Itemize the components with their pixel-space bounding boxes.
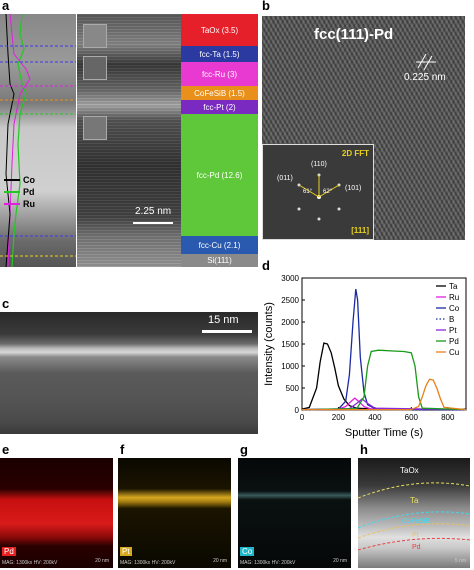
panel-d-letter: d bbox=[262, 258, 270, 273]
panel-f-info: MAG: 1300kx HV: 200kV bbox=[120, 560, 176, 566]
legend-label-b: B bbox=[449, 315, 454, 324]
panel-f-pt-map: Pt MAG: 1300kx HV: 200kV 20 nm bbox=[118, 458, 231, 568]
legend-label-pd: Pd bbox=[449, 337, 459, 346]
panel-g-info: MAG: 1300kx HV: 200kV bbox=[240, 560, 296, 566]
sputter-depth-profile-chart: 0 200 400 600 800 0 500 1000 1500 2000 2500 3000 Spu… bbox=[263, 274, 467, 439]
panel-h-label-cofesib: CoFeSiB bbox=[402, 518, 431, 525]
panel-h-scale: 5 nm bbox=[454, 558, 466, 564]
layer-fcc-pd: fcc-Pd (12.6) bbox=[181, 114, 258, 236]
series-line-co bbox=[301, 288, 467, 411]
fft-spot-011: (011) bbox=[277, 175, 293, 182]
panel-g-co-map: Co MAG: 1300kx HV: 200kV 20 nm bbox=[238, 458, 351, 568]
legend-label-pt: Pt bbox=[449, 326, 457, 335]
panel-c-stem-image: 15 nm bbox=[0, 312, 258, 434]
panel-h-letter: h bbox=[360, 442, 368, 457]
legend-pd: Pd bbox=[4, 186, 35, 198]
panel-e-scale: 20 nm bbox=[95, 558, 109, 564]
series-line-pd bbox=[301, 349, 467, 411]
panel-a-letter: a bbox=[2, 0, 10, 13]
x-axis-label: Sputter Time (s) bbox=[345, 427, 423, 439]
layer-fcc-ru: fcc-Ru (3) bbox=[181, 62, 258, 86]
x-tick-label: 400 bbox=[368, 413, 382, 422]
fft-zone-axis: [111] bbox=[351, 226, 369, 235]
panel-g-scale: 20 nm bbox=[333, 558, 347, 564]
panel-a-layer-column: TaOx (3.5) fcc-Ta (1.5) fcc-Ru (3) CoFeS… bbox=[181, 14, 258, 267]
legend-ru: Ru bbox=[4, 198, 35, 210]
panel-c-scalebar-label: 15 nm bbox=[208, 314, 239, 326]
legend-label-ru: Ru bbox=[449, 293, 459, 302]
panel-f-letter: f bbox=[120, 442, 125, 457]
fft-inset: 2D FFT (110) (011) (101) 61° 62° [111] bbox=[262, 144, 374, 240]
layer-cofesib: CoFeSiB (1.5) bbox=[181, 86, 258, 100]
panel-a-profile-curves bbox=[0, 14, 76, 267]
legend-label-ta: Ta bbox=[449, 282, 458, 291]
layer-fcc-ta: fcc-Ta (1.5) bbox=[181, 46, 258, 62]
layer-fcc-cu: fcc-Cu (2.1) bbox=[181, 236, 258, 254]
panel-a-scalebar bbox=[133, 222, 173, 224]
fft-spot-110: (110) bbox=[311, 161, 327, 168]
y-tick-label: 0 bbox=[295, 406, 300, 415]
y-tick-label: 1000 bbox=[281, 362, 299, 371]
fft-inset-1 bbox=[83, 24, 107, 48]
panel-b-spacing: 0.225 nm bbox=[404, 72, 446, 83]
y-axis-label: Intensity (counts) bbox=[263, 302, 275, 386]
y-tick-label: 500 bbox=[286, 384, 300, 393]
panel-h-haadf-image: TaOx Ta CoFeSiB Pt Pd 5 nm bbox=[358, 458, 470, 568]
panel-h-label-ta: Ta bbox=[410, 496, 419, 505]
fft-inset-3 bbox=[83, 116, 107, 140]
panel-c-letter: c bbox=[2, 296, 10, 311]
x-tick-label: 600 bbox=[405, 413, 419, 422]
panel-a-hrtem-image: 2.25 nm bbox=[77, 14, 181, 267]
y-tick-label: 3000 bbox=[281, 274, 299, 283]
panel-e-letter: e bbox=[2, 442, 10, 457]
fft-spot-101: (101) bbox=[345, 185, 362, 192]
panel-e-element-label: Pd bbox=[2, 547, 16, 556]
fft-angle-2: 62° bbox=[323, 189, 333, 195]
x-tick-label: 0 bbox=[300, 413, 305, 422]
panel-e-pd-map: Pd MAG: 1300kx HV: 200kV 20 nm bbox=[0, 458, 113, 568]
panel-e-info: MAG: 1300kx HV: 200kV bbox=[2, 560, 58, 566]
panel-h-label-taox: TaOx bbox=[400, 466, 419, 475]
panel-h-label-pt: Pt bbox=[412, 532, 419, 539]
y-tick-label: 2500 bbox=[281, 296, 299, 305]
panel-a-legend: Co Pd Ru bbox=[4, 174, 35, 210]
fft-pattern bbox=[297, 173, 341, 221]
fft-title: 2D FFT bbox=[341, 149, 369, 158]
legend-label-cu: Cu bbox=[449, 348, 459, 357]
panel-a-scalebar-label: 2.25 nm bbox=[135, 206, 172, 217]
panel-h-boundaries bbox=[358, 482, 470, 551]
spacing-marker-icon bbox=[416, 53, 436, 71]
panel-g-letter: g bbox=[240, 442, 248, 457]
x-tick-label: 800 bbox=[441, 413, 455, 422]
layer-fcc-pt: fcc-Pt (2) bbox=[181, 100, 258, 114]
panel-f-scale: 20 nm bbox=[213, 558, 227, 564]
layer-taox: TaOx (3.5) bbox=[181, 14, 258, 46]
series-line-ta bbox=[301, 342, 466, 410]
panel-a-profile-image: Co Pd Ru bbox=[0, 14, 76, 267]
panel-b-hrtem-image: fcc(111)-Pd 0.225 nm 2D FFT (110) (011) … bbox=[262, 16, 465, 240]
series-line-cu bbox=[302, 378, 467, 411]
x-tick-label: 200 bbox=[332, 413, 346, 422]
layer-si111: Si(111) bbox=[181, 254, 258, 267]
fft-inset-2 bbox=[83, 56, 107, 80]
panel-h-label-pd: Pd bbox=[412, 544, 421, 551]
panel-g-element-label: Co bbox=[240, 547, 255, 556]
y-tick-label: 1500 bbox=[281, 340, 299, 349]
y-tick-label: 2000 bbox=[281, 318, 299, 327]
panel-c-scalebar bbox=[202, 330, 252, 333]
fft-angle-1: 61° bbox=[303, 189, 313, 195]
panel-f-element-label: Pt bbox=[120, 547, 132, 556]
legend-label-co: Co bbox=[449, 304, 460, 313]
panel-b-letter: b bbox=[262, 0, 270, 13]
legend-co: Co bbox=[4, 174, 35, 186]
panel-b-title: fcc(111)-Pd bbox=[314, 26, 394, 43]
